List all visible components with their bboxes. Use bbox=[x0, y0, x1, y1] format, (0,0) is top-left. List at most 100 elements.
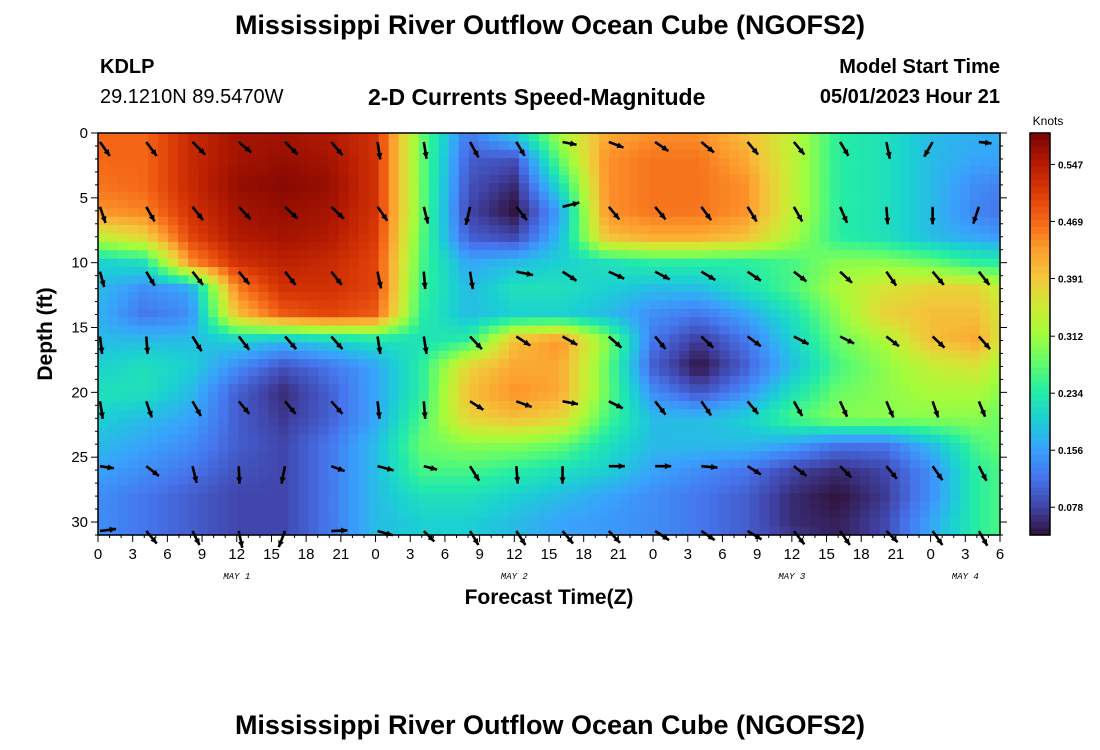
heatmap-cell bbox=[438, 367, 450, 377]
heatmap-cell bbox=[809, 426, 821, 436]
heatmap-cell bbox=[589, 409, 600, 419]
heatmap-cell bbox=[679, 501, 690, 511]
heatmap-cell bbox=[819, 208, 831, 218]
heatmap-cell bbox=[378, 426, 390, 436]
heatmap-cell bbox=[949, 367, 961, 377]
heatmap-cell bbox=[639, 526, 650, 536]
heatmap-cell bbox=[619, 158, 630, 168]
heatmap-cell bbox=[939, 526, 951, 536]
heatmap-cell bbox=[468, 233, 480, 243]
heatmap-cell bbox=[228, 200, 239, 209]
heatmap-cell bbox=[228, 308, 239, 318]
heatmap-cell bbox=[268, 233, 279, 243]
heatmap-cell bbox=[538, 367, 550, 377]
heatmap-cell bbox=[108, 451, 119, 461]
heatmap-cell bbox=[358, 317, 370, 327]
heatmap-cell bbox=[158, 166, 169, 176]
heatmap-cell bbox=[669, 476, 680, 486]
heatmap-cell bbox=[408, 267, 420, 276]
heatmap-cell bbox=[649, 409, 660, 419]
heatmap-cell bbox=[719, 367, 730, 377]
heatmap-cell bbox=[979, 384, 991, 394]
heatmap-cell bbox=[569, 283, 580, 293]
heatmap-cell bbox=[559, 241, 570, 251]
heatmap-cell bbox=[649, 166, 660, 176]
heatmap-cell bbox=[418, 267, 430, 276]
heatmap-cell bbox=[639, 241, 650, 251]
colorbar-segment bbox=[1030, 213, 1050, 221]
heatmap-cell bbox=[709, 526, 720, 536]
heatmap-cell bbox=[328, 233, 340, 243]
heatmap-cell bbox=[699, 183, 710, 193]
heatmap-cell bbox=[839, 317, 851, 327]
heatmap-cell bbox=[699, 451, 710, 461]
heatmap-cell bbox=[799, 334, 811, 343]
heatmap-cell bbox=[809, 275, 821, 285]
heatmap-cell bbox=[949, 216, 961, 226]
heatmap-cell bbox=[288, 133, 300, 142]
heatmap-cell bbox=[859, 409, 871, 419]
heatmap-cell bbox=[378, 300, 390, 310]
heatmap-cell bbox=[498, 283, 510, 293]
heatmap-cell bbox=[669, 518, 680, 528]
heatmap-cell bbox=[468, 417, 480, 427]
heatmap-cell bbox=[909, 493, 921, 503]
heatmap-cell bbox=[699, 384, 710, 394]
heatmap-cell bbox=[959, 359, 971, 369]
heatmap-cell bbox=[388, 375, 400, 385]
heatmap-cell bbox=[589, 518, 600, 528]
heatmap-cell bbox=[508, 501, 520, 511]
heatmap-cell bbox=[899, 241, 911, 251]
heatmap-cell bbox=[208, 317, 219, 327]
current-arrow bbox=[746, 270, 762, 282]
x-tick-label: 6 bbox=[718, 546, 726, 563]
heatmap-cell bbox=[158, 426, 169, 436]
heatmap-cell bbox=[779, 476, 791, 486]
heatmap-cell bbox=[168, 476, 179, 486]
heatmap-cell bbox=[248, 426, 259, 436]
heatmap-cell bbox=[108, 258, 119, 268]
heatmap-cell bbox=[298, 384, 310, 394]
heatmap-cell bbox=[108, 283, 119, 293]
heatmap-cell bbox=[739, 468, 751, 477]
heatmap-cell bbox=[228, 417, 239, 427]
heatmap-cell bbox=[138, 300, 149, 310]
heatmap-cell bbox=[839, 417, 851, 427]
heatmap-cell bbox=[579, 317, 590, 327]
heatmap-cell bbox=[338, 158, 350, 168]
heatmap-cell bbox=[889, 191, 901, 201]
heatmap-cell bbox=[799, 325, 811, 335]
current-arrow bbox=[931, 270, 945, 286]
heatmap-cell bbox=[569, 158, 580, 168]
heatmap-cell bbox=[318, 149, 330, 159]
heatmap-cell bbox=[649, 208, 660, 218]
heatmap-cell bbox=[528, 459, 540, 469]
heatmap-cell bbox=[318, 434, 330, 444]
heatmap-cell bbox=[228, 426, 239, 436]
heatmap-cell bbox=[859, 133, 871, 142]
heatmap-cell bbox=[639, 442, 650, 452]
heatmap-cell bbox=[208, 141, 219, 151]
heatmap-cell bbox=[148, 509, 159, 519]
heatmap-cell bbox=[989, 426, 1001, 436]
heatmap-cell bbox=[308, 250, 320, 260]
heatmap-cell bbox=[288, 459, 300, 469]
heatmap-cell bbox=[158, 434, 169, 444]
heatmap-cell bbox=[428, 275, 440, 285]
heatmap-cell bbox=[118, 283, 129, 293]
heatmap-cell bbox=[458, 166, 470, 176]
heatmap-cell bbox=[769, 401, 781, 410]
heatmap-cell bbox=[649, 493, 660, 503]
heatmap-cell bbox=[498, 384, 510, 394]
heatmap-cell bbox=[258, 359, 269, 369]
heatmap-cell bbox=[408, 317, 420, 327]
heatmap-cell bbox=[939, 392, 951, 402]
heatmap-cell bbox=[929, 174, 941, 184]
heatmap-cell bbox=[909, 426, 921, 436]
current-arrow bbox=[607, 205, 621, 221]
heatmap-cell bbox=[438, 476, 450, 486]
heatmap-cell bbox=[448, 241, 460, 251]
heatmap-cell bbox=[148, 258, 159, 268]
heatmap-cell bbox=[919, 359, 931, 369]
heatmap-cell bbox=[178, 442, 189, 452]
